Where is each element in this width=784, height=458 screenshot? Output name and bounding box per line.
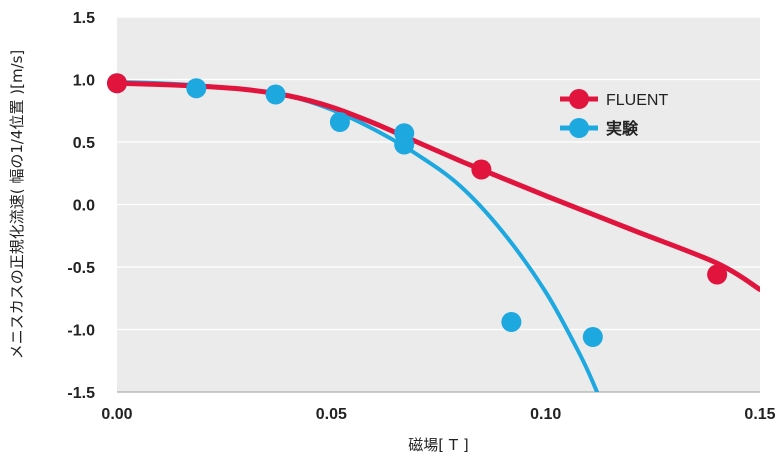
y-axis-ticks: 1.5 1.0 0.5 0.0 -0.5 -1.0 -1.5 bbox=[67, 10, 95, 402]
data-point-fluent bbox=[107, 73, 127, 94]
data-point-experiment bbox=[265, 84, 286, 105]
y-tick-label: 1.0 bbox=[73, 73, 95, 90]
y-tick-label: 1.5 bbox=[73, 10, 95, 27]
x-axis-ticks: 0.00 0.05 0.10 0.15 bbox=[101, 406, 775, 423]
x-tick-label: 0.10 bbox=[530, 406, 561, 423]
data-point-experiment bbox=[186, 78, 207, 99]
data-point-fluent bbox=[471, 159, 492, 180]
data-point-experiment bbox=[582, 327, 603, 347]
y-tick-label: -1.0 bbox=[67, 323, 95, 340]
y-tick-label: 0.0 bbox=[73, 198, 95, 215]
data-point-experiment bbox=[329, 112, 350, 132]
x-tick-label: 0.15 bbox=[744, 406, 775, 423]
y-axis-label: メニスカスの正規化流速( 幅の1/4位置 )[m/s] bbox=[8, 50, 26, 360]
data-point-experiment bbox=[394, 134, 415, 155]
legend-swatch-marker bbox=[569, 118, 589, 138]
grid-lines bbox=[117, 16, 760, 393]
y-tick-label: 0.5 bbox=[73, 135, 95, 152]
data-point-experiment bbox=[501, 312, 522, 332]
legend-label: FLUENT bbox=[606, 92, 668, 109]
data-point-fluent bbox=[707, 264, 728, 285]
y-tick-label: -1.5 bbox=[67, 385, 95, 402]
x-tick-label: 0.05 bbox=[316, 406, 347, 423]
y-tick-label: -0.5 bbox=[67, 260, 95, 277]
legend-label: 実験 bbox=[606, 119, 639, 138]
series-layer bbox=[107, 73, 760, 392]
x-tick-label: 0.00 bbox=[101, 406, 132, 423]
legend: FLUENT 実験 bbox=[560, 89, 668, 138]
x-axis-label: 磁場[ T ] bbox=[408, 436, 468, 454]
legend-swatch-marker bbox=[569, 89, 589, 109]
